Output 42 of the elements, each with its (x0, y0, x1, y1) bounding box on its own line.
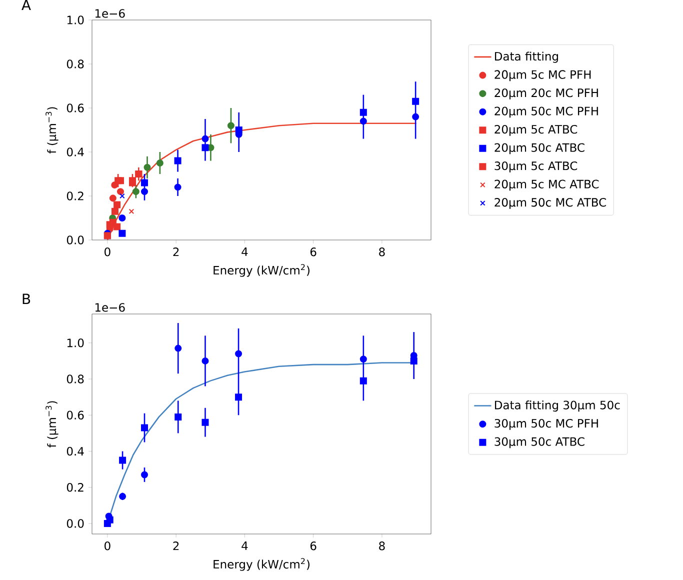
chart-title: A (22, 0, 31, 10)
legend-label: 20μm 20c MC PFH (494, 88, 598, 100)
y-tick-label: 0.4 (66, 446, 84, 456)
y-axis-title: f (μm$^{−3}$) (46, 107, 58, 154)
y-tick-label: 0.8 (66, 60, 84, 68)
y-tick-label: 0.2 (66, 483, 84, 492)
x-tick-label: 6 (310, 248, 316, 256)
x-tick-label: 0 (104, 248, 110, 256)
x-axis-title: Energy (kW/cm$^{2}$) (214, 558, 310, 571)
legend-label: 20μm 5c MC ATBC (494, 180, 599, 191)
x-tick-label: 4 (242, 248, 248, 256)
y-tick-label: 0.6 (66, 104, 84, 112)
legend-label: 20μm 5c ATBC (494, 124, 578, 136)
y-tick-label: 0.6 (66, 410, 84, 420)
y-tick-label: 0.2 (66, 192, 84, 200)
legend-label: 30μm 5c ATBC (494, 161, 578, 172)
text: 1e−6 (95, 9, 125, 18)
legend-label: Data fitting 30μm 50c (495, 400, 620, 412)
y-tick-label: 0.0 (66, 236, 84, 244)
y-tick-label: 0.8 (66, 374, 84, 384)
legend-label: 20μm 50c MC ATBC (494, 198, 606, 209)
legend-label: 20μm 5c MC PFH (494, 70, 591, 82)
x-tick-label: 8 (379, 248, 385, 256)
y-tick-label: 1.0 (67, 338, 84, 348)
x-tick-label: 2 (173, 542, 179, 550)
x-tick-label: 2 (173, 248, 179, 256)
chart-title: B (22, 294, 30, 304)
legend-label: Data fitting (495, 52, 558, 63)
x-tick-label: 4 (242, 542, 248, 550)
y-tick-label: 0.0 (66, 519, 84, 528)
x-tick-label: 0 (104, 542, 110, 550)
legend-label: 20μm 50c MC PFH (494, 106, 598, 118)
legend-label: 30μm 50c ATBC (494, 437, 584, 448)
legend-label: 20μm 50c ATBC (494, 143, 584, 154)
x-tick-label: 6 (310, 542, 316, 550)
y-axis-title: f (μm$^{−3}$) (46, 401, 58, 448)
legend-label: 30μm 50c MC PFH (494, 418, 598, 430)
x-axis-title: Energy (kW/cm$^{2}$) (214, 264, 310, 277)
y-tick-label: 0.4 (66, 148, 84, 156)
text: 1e−6 (95, 303, 125, 312)
x-tick-label: 8 (379, 542, 385, 550)
y-tick-label: 1.0 (67, 16, 84, 24)
